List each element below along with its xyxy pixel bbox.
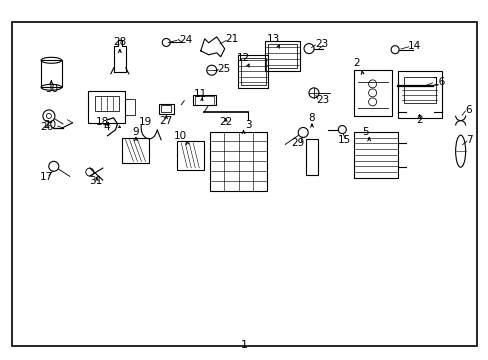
Text: 8: 8 <box>308 113 315 123</box>
Text: 24: 24 <box>179 35 192 45</box>
Text: 19: 19 <box>139 117 152 127</box>
Bar <box>353 70 391 116</box>
Text: 4: 4 <box>103 122 110 132</box>
Text: 21: 21 <box>225 34 239 44</box>
Text: 2: 2 <box>415 114 422 125</box>
Bar <box>264 41 300 71</box>
Bar <box>159 104 173 114</box>
Bar <box>161 105 171 112</box>
Bar <box>194 96 214 104</box>
Text: 11: 11 <box>193 89 207 99</box>
Text: 25: 25 <box>217 64 230 74</box>
Text: 10: 10 <box>173 131 186 141</box>
Text: 15: 15 <box>337 135 351 145</box>
Bar <box>192 95 216 105</box>
Text: 5: 5 <box>362 127 368 138</box>
Bar <box>95 96 118 111</box>
Bar <box>241 58 265 85</box>
Text: 20: 20 <box>43 120 56 130</box>
Text: 6: 6 <box>464 105 471 115</box>
Text: 17: 17 <box>40 172 53 182</box>
Text: 2: 2 <box>353 58 360 68</box>
Bar <box>209 131 267 191</box>
Text: 18: 18 <box>96 117 109 127</box>
Bar <box>125 99 135 115</box>
Bar <box>238 55 268 88</box>
Text: 3: 3 <box>244 120 251 130</box>
Bar <box>267 44 297 68</box>
Text: 23: 23 <box>314 39 328 49</box>
Text: 1: 1 <box>241 340 247 350</box>
Bar <box>41 60 61 87</box>
Bar <box>397 71 441 118</box>
Text: 16: 16 <box>431 77 445 87</box>
Text: 31: 31 <box>88 176 102 186</box>
Text: 28: 28 <box>113 37 126 48</box>
Bar <box>305 139 318 175</box>
Bar <box>353 132 397 178</box>
Bar <box>403 77 435 103</box>
Text: 7: 7 <box>465 135 472 145</box>
Text: 29: 29 <box>291 138 305 148</box>
Bar <box>88 91 125 123</box>
Bar <box>177 141 204 170</box>
Text: 27: 27 <box>159 116 173 126</box>
Text: 9: 9 <box>132 127 139 138</box>
Text: 14: 14 <box>407 41 421 51</box>
Text: 22: 22 <box>219 117 232 127</box>
Text: 23: 23 <box>315 95 329 105</box>
Text: 13: 13 <box>266 34 280 44</box>
Text: 30: 30 <box>45 84 58 94</box>
Text: 12: 12 <box>236 53 250 63</box>
Bar <box>122 138 149 163</box>
Text: 26: 26 <box>40 122 53 132</box>
